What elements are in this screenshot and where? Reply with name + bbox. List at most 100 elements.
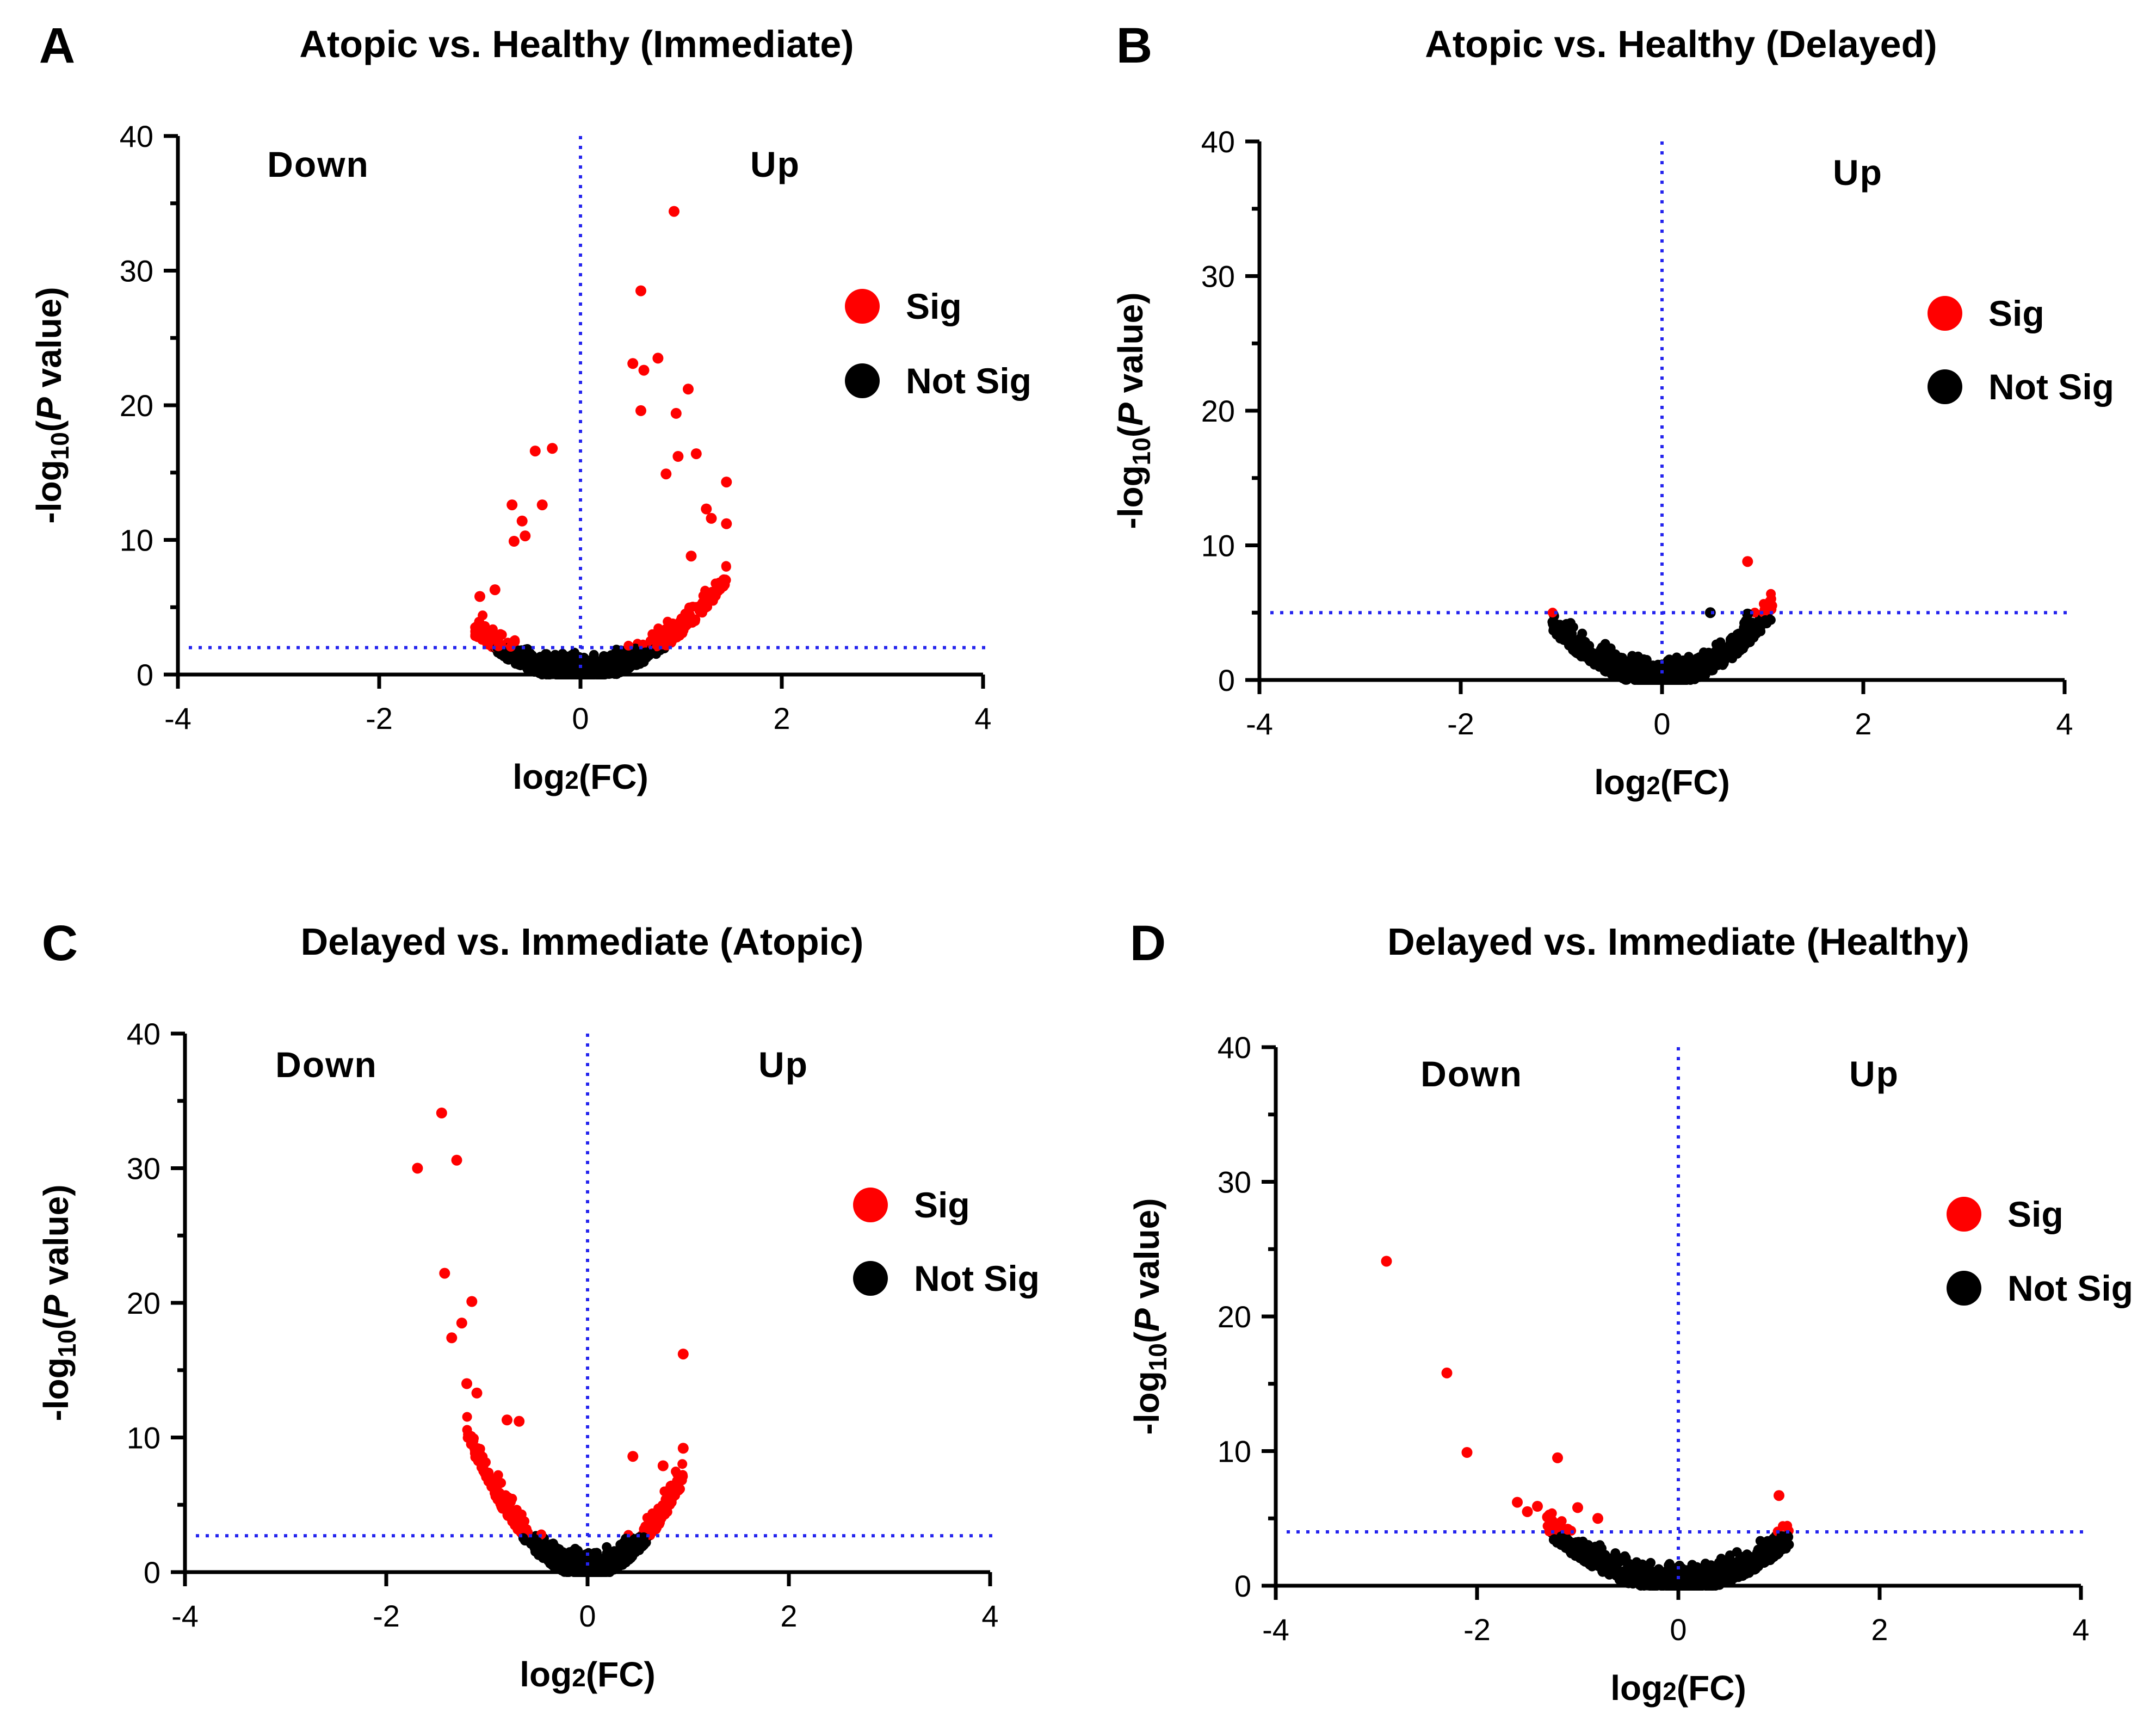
- notsig-point: [1726, 651, 1736, 661]
- sig-point: [642, 1513, 652, 1523]
- sig-point: [471, 1387, 483, 1399]
- notsig-point: [1596, 659, 1607, 669]
- panel-C: C Delayed vs. Immediate (Atopic)-4 -2 0 2 401…: [36, 916, 1040, 1694]
- notsig-point: [560, 657, 570, 667]
- y-tick-label: 30: [120, 254, 153, 288]
- sig-point: [487, 624, 498, 634]
- y-tick-label: 40: [1201, 125, 1235, 159]
- x-axis-label: log2(FC): [520, 1655, 656, 1694]
- sig-point: [547, 443, 558, 454]
- sig-point: [684, 602, 694, 613]
- panel-B: B Atopic vs. Healthy (Delayed)-4 -2 0 2 40102…: [1111, 18, 2114, 802]
- region-label-up: Up: [758, 1044, 808, 1085]
- y-axis-label: -log10(P value): [1111, 292, 1156, 529]
- x-tick-label: -4: [171, 1599, 199, 1633]
- notsig-point: [553, 1544, 564, 1555]
- sig-point: [677, 1349, 689, 1360]
- sig-point: [495, 629, 505, 639]
- notsig-point: [1694, 1569, 1704, 1579]
- notsig-point: [1759, 1537, 1770, 1548]
- sig-point: [478, 610, 488, 621]
- sig-point: [652, 632, 663, 642]
- notsig-point: [543, 1547, 554, 1557]
- panel-A: A Atopic vs. Healthy (Immediate)-4 -2 0 2 401…: [29, 18, 1031, 796]
- sig-point: [677, 1459, 688, 1469]
- notsig-point: [1736, 1565, 1746, 1575]
- sig-point: [522, 1524, 532, 1534]
- y-axis-label: -log10(P value): [36, 1184, 81, 1421]
- sig-point: [474, 591, 485, 602]
- sig-point: [660, 624, 671, 634]
- sig-point: [690, 448, 702, 460]
- legend-notsig-marker: [1928, 369, 1962, 404]
- data-points: [412, 1108, 689, 1577]
- legend-sig-marker: [845, 289, 880, 324]
- region-label-down: Down: [1420, 1054, 1523, 1094]
- x-tick-label: 0: [1670, 1612, 1687, 1647]
- y-tick-label: 20: [1218, 1300, 1251, 1334]
- notsig-point: [1633, 667, 1643, 677]
- notsig-point: [598, 1554, 609, 1565]
- notsig-point: [645, 647, 656, 658]
- y-tick-label: 30: [127, 1152, 160, 1186]
- y-tick-label: 0: [1234, 1569, 1251, 1603]
- sig-point: [495, 1488, 505, 1498]
- notsig-point: [1579, 1553, 1590, 1563]
- legend-notsig-marker: [853, 1261, 888, 1296]
- sig-point: [653, 1513, 663, 1523]
- notsig-point: [528, 662, 539, 672]
- notsig-point: [1704, 607, 1716, 619]
- sig-point: [508, 536, 520, 547]
- legend-sig-label: Sig: [914, 1185, 970, 1225]
- notsig-point: [546, 1539, 556, 1549]
- notsig-point: [1642, 669, 1652, 679]
- sig-point: [1552, 1452, 1563, 1463]
- sig-point: [665, 1486, 675, 1497]
- sig-point: [627, 1451, 639, 1462]
- legend-notsig-marker: [1947, 1271, 1981, 1306]
- sig-point: [436, 1108, 447, 1118]
- notsig-point: [560, 1555, 570, 1565]
- sig-point: [510, 635, 520, 645]
- notsig-point: [1657, 1569, 1667, 1580]
- legend-sig-marker: [853, 1188, 888, 1222]
- sig-point: [514, 1518, 524, 1529]
- sig-point: [678, 617, 688, 627]
- notsig-point: [514, 659, 524, 670]
- sig-point: [480, 621, 490, 631]
- sig-point: [677, 1443, 689, 1454]
- y-tick-label: 10: [127, 1421, 160, 1455]
- notsig-point: [1573, 645, 1584, 655]
- sig-point: [683, 384, 694, 395]
- sig-point: [721, 518, 732, 529]
- legend-notsig-marker: [845, 363, 880, 398]
- sig-point: [471, 1453, 481, 1463]
- sig-point: [1547, 608, 1558, 618]
- legend-sig-label: Sig: [1988, 293, 2044, 333]
- sig-point: [506, 499, 518, 511]
- chart-title: Delayed vs. Immediate (Atopic): [301, 920, 864, 963]
- notsig-point: [1745, 630, 1755, 641]
- sig-point: [672, 451, 684, 462]
- sig-point: [451, 1154, 462, 1166]
- sig-point: [516, 515, 528, 527]
- y-tick-label: 20: [120, 388, 153, 423]
- legend-sig-label: Sig: [2007, 1194, 2064, 1234]
- notsig-point: [1715, 644, 1726, 654]
- y-tick-label: 40: [127, 1017, 160, 1051]
- x-axis-label: log2(FC): [1610, 1668, 1746, 1708]
- sig-point: [520, 530, 531, 542]
- chart-title: Atopic vs. Healthy (Delayed): [1425, 23, 1937, 65]
- notsig-point: [1577, 628, 1587, 639]
- sig-point: [1512, 1497, 1523, 1508]
- sig-point: [502, 1414, 512, 1426]
- y-tick-label: 40: [1218, 1030, 1251, 1065]
- notsig-point: [606, 650, 616, 660]
- notsig-point: [1636, 1574, 1646, 1585]
- sig-point: [1441, 1367, 1453, 1378]
- notsig-point: [1593, 1561, 1603, 1571]
- notsig-point: [1778, 1538, 1788, 1548]
- sig-point: [503, 1509, 514, 1519]
- notsig-point: [1691, 656, 1701, 666]
